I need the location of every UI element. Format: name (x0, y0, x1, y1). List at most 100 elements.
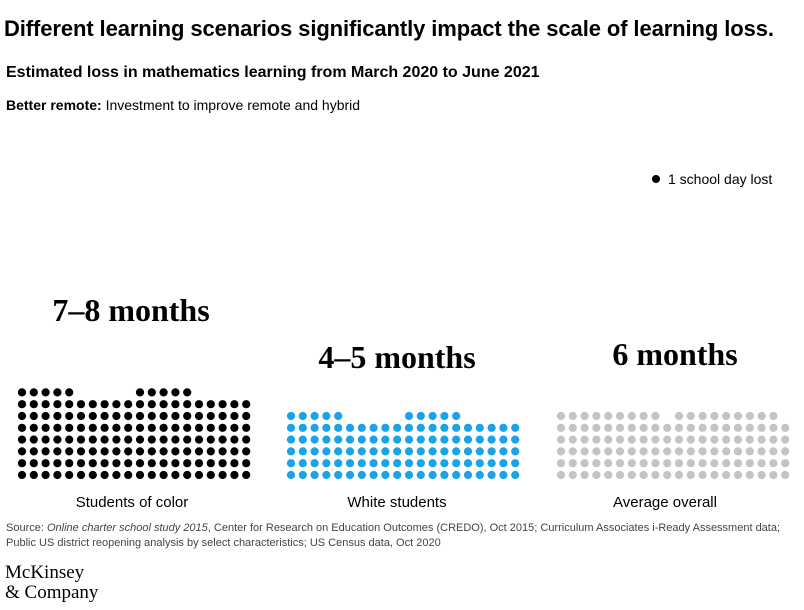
dot-mark (147, 400, 156, 409)
dot-mark (757, 411, 766, 421)
dot-mark (627, 423, 636, 432)
dot-mark (733, 447, 743, 456)
dot-mark (135, 423, 145, 432)
dot-mark (416, 447, 425, 456)
dot-mark (100, 423, 109, 432)
dot-mark (88, 470, 97, 480)
dot-mark (41, 470, 50, 480)
dot-mark (416, 470, 425, 480)
dot-mark (345, 447, 355, 456)
dot-mark (322, 423, 331, 432)
dot-mark (17, 435, 27, 444)
dot-mark (357, 470, 366, 480)
dot-mark (218, 400, 227, 409)
dot-mark (686, 411, 695, 421)
dot-mark (381, 447, 390, 456)
dot-mark (511, 435, 520, 444)
dot-mark (171, 447, 180, 456)
dot-mark (286, 447, 296, 456)
dot-mark (345, 459, 355, 468)
dot-mark (568, 470, 577, 480)
dot-mark (745, 435, 754, 444)
dot-mark (29, 388, 38, 397)
dot-mark (53, 411, 62, 421)
scenario-label: Better remote: (6, 97, 102, 113)
dot-mark (17, 459, 27, 468)
dot-mark (230, 470, 239, 480)
dot-mark (604, 411, 613, 421)
dot-mark (710, 470, 719, 480)
dot-mark (487, 423, 496, 432)
dot-mark (639, 459, 648, 468)
dot-mark (745, 423, 754, 432)
dot-mark (17, 423, 27, 432)
dot-mark (393, 423, 402, 432)
dot-mark (76, 411, 86, 421)
dot-mark (369, 470, 378, 480)
dot-mark (568, 411, 577, 421)
dot-mark (183, 435, 192, 444)
dot-mark (710, 435, 719, 444)
dot-mark (733, 423, 743, 432)
dot-mark (651, 459, 660, 468)
dot-mark (393, 447, 402, 456)
dot-mark (639, 447, 648, 456)
dot-mark (404, 459, 414, 468)
dot-mark (322, 459, 331, 468)
dot-mark (487, 447, 496, 456)
dot-mark (757, 470, 766, 480)
dot-mark (404, 447, 414, 456)
dot-mark (183, 447, 192, 456)
dot-mark (686, 423, 695, 432)
mckinsey-logo: McKinsey & Company (5, 563, 98, 603)
dot-mark (674, 470, 684, 480)
dot-mark (53, 447, 62, 456)
dot-mark (651, 411, 660, 421)
dot-mark (511, 470, 520, 480)
dot-mark (604, 435, 613, 444)
dot-mark (592, 411, 601, 421)
dot-mark (183, 459, 192, 468)
dot-mark (475, 470, 484, 480)
dot-mark (135, 411, 145, 421)
dot-mark (556, 423, 566, 432)
dot-mark (135, 470, 145, 480)
dot-mark (230, 447, 239, 456)
dot-mark (298, 470, 307, 480)
logo-line-2: & Company (5, 582, 99, 603)
dot-mark (663, 423, 672, 432)
dot-mark (41, 459, 50, 468)
dot-mark (183, 470, 192, 480)
legend: 1 school day lost (652, 171, 772, 187)
dot-mark (639, 411, 648, 421)
dot-mark (592, 459, 601, 468)
dot-mark (230, 400, 239, 409)
dot-mark (100, 400, 109, 409)
dot-mark (159, 447, 168, 456)
dot-mark (76, 447, 86, 456)
dot-mark (499, 447, 508, 456)
dot-mark (428, 423, 437, 432)
dot-mark (310, 411, 319, 421)
dot-mark (242, 423, 251, 432)
dot-mark (76, 423, 86, 432)
dot-mark (112, 459, 121, 468)
dot-mark (428, 459, 437, 468)
dot-mark (41, 388, 50, 397)
dot-mark (242, 411, 251, 421)
dot-mark (112, 400, 121, 409)
dot-mark (124, 470, 133, 480)
dot-mark (627, 435, 636, 444)
dot-mark (345, 423, 355, 432)
dot-mark (369, 435, 378, 444)
dot-mark (135, 388, 145, 397)
dot-mark (194, 459, 204, 468)
dot-mark (53, 423, 62, 432)
dot-mark (147, 470, 156, 480)
dot-mark (381, 470, 390, 480)
dot-mark (416, 459, 425, 468)
dot-mark (334, 423, 343, 432)
dot-mark (452, 435, 461, 444)
dot-mark (334, 411, 343, 421)
dot-mark (334, 447, 343, 456)
